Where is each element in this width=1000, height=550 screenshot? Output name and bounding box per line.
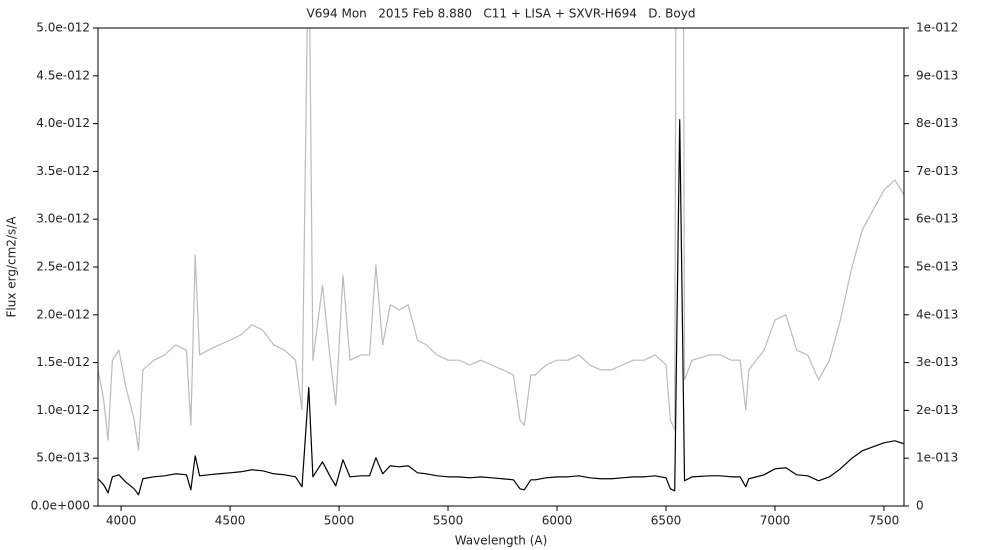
y-tick-label: 3.0e-012 bbox=[36, 212, 90, 226]
x-tick-label: 4500 bbox=[215, 514, 246, 528]
y2-tick-label: 4e-013 bbox=[916, 307, 958, 321]
y2-tick-label: 9e-013 bbox=[916, 68, 958, 82]
chart-title: V694 Mon 2015 Feb 8.880 C11 + LISA + SXV… bbox=[307, 7, 696, 21]
y-tick-label: 5.0e-013 bbox=[36, 451, 90, 465]
y2-tick-label: 1e-013 bbox=[916, 451, 958, 465]
plot-area bbox=[98, 28, 904, 496]
x-tick-label: 4000 bbox=[106, 514, 137, 528]
y2-tick-label: 6e-013 bbox=[916, 212, 958, 226]
y-tick-label: 5.0e-012 bbox=[36, 21, 90, 35]
y-tick-label: 1.5e-012 bbox=[36, 355, 90, 369]
x-axis-label: Wavelength (A) bbox=[455, 534, 548, 548]
plot-frame bbox=[97, 27, 905, 507]
y2-tick-label: 0 bbox=[916, 499, 924, 513]
spectrum-line bbox=[98, 119, 904, 496]
y2-tick-label: 1e-012 bbox=[916, 21, 958, 35]
spectrum-line bbox=[98, 28, 904, 451]
x-tick-label: 6000 bbox=[542, 514, 573, 528]
x-tick-label: 5500 bbox=[433, 514, 464, 528]
x-tick-label: 6500 bbox=[651, 514, 682, 528]
y2-tick-label: 3e-013 bbox=[916, 355, 958, 369]
x-tick-label: 7500 bbox=[869, 514, 900, 528]
y2-tick-label: 2e-013 bbox=[916, 403, 958, 417]
y-tick-label: 3.5e-012 bbox=[36, 164, 90, 178]
y2-tick-label: 7e-013 bbox=[916, 164, 958, 178]
y-tick-label: 4.0e-012 bbox=[36, 116, 90, 130]
y-tick-label: 4.5e-012 bbox=[36, 68, 90, 82]
y-tick-label: 0.0e+000 bbox=[31, 499, 90, 513]
y-tick-label: 2.0e-012 bbox=[36, 307, 90, 321]
y2-tick-label: 8e-013 bbox=[916, 116, 958, 130]
y2-tick-label: 5e-013 bbox=[916, 260, 958, 274]
y-axis-label: Flux erg/cm2/s/A bbox=[5, 216, 19, 318]
x-tick-label: 7000 bbox=[760, 514, 791, 528]
y-tick-label: 2.5e-012 bbox=[36, 260, 90, 274]
x-tick-label: 5000 bbox=[324, 514, 355, 528]
y-tick-label: 1.0e-012 bbox=[36, 403, 90, 417]
